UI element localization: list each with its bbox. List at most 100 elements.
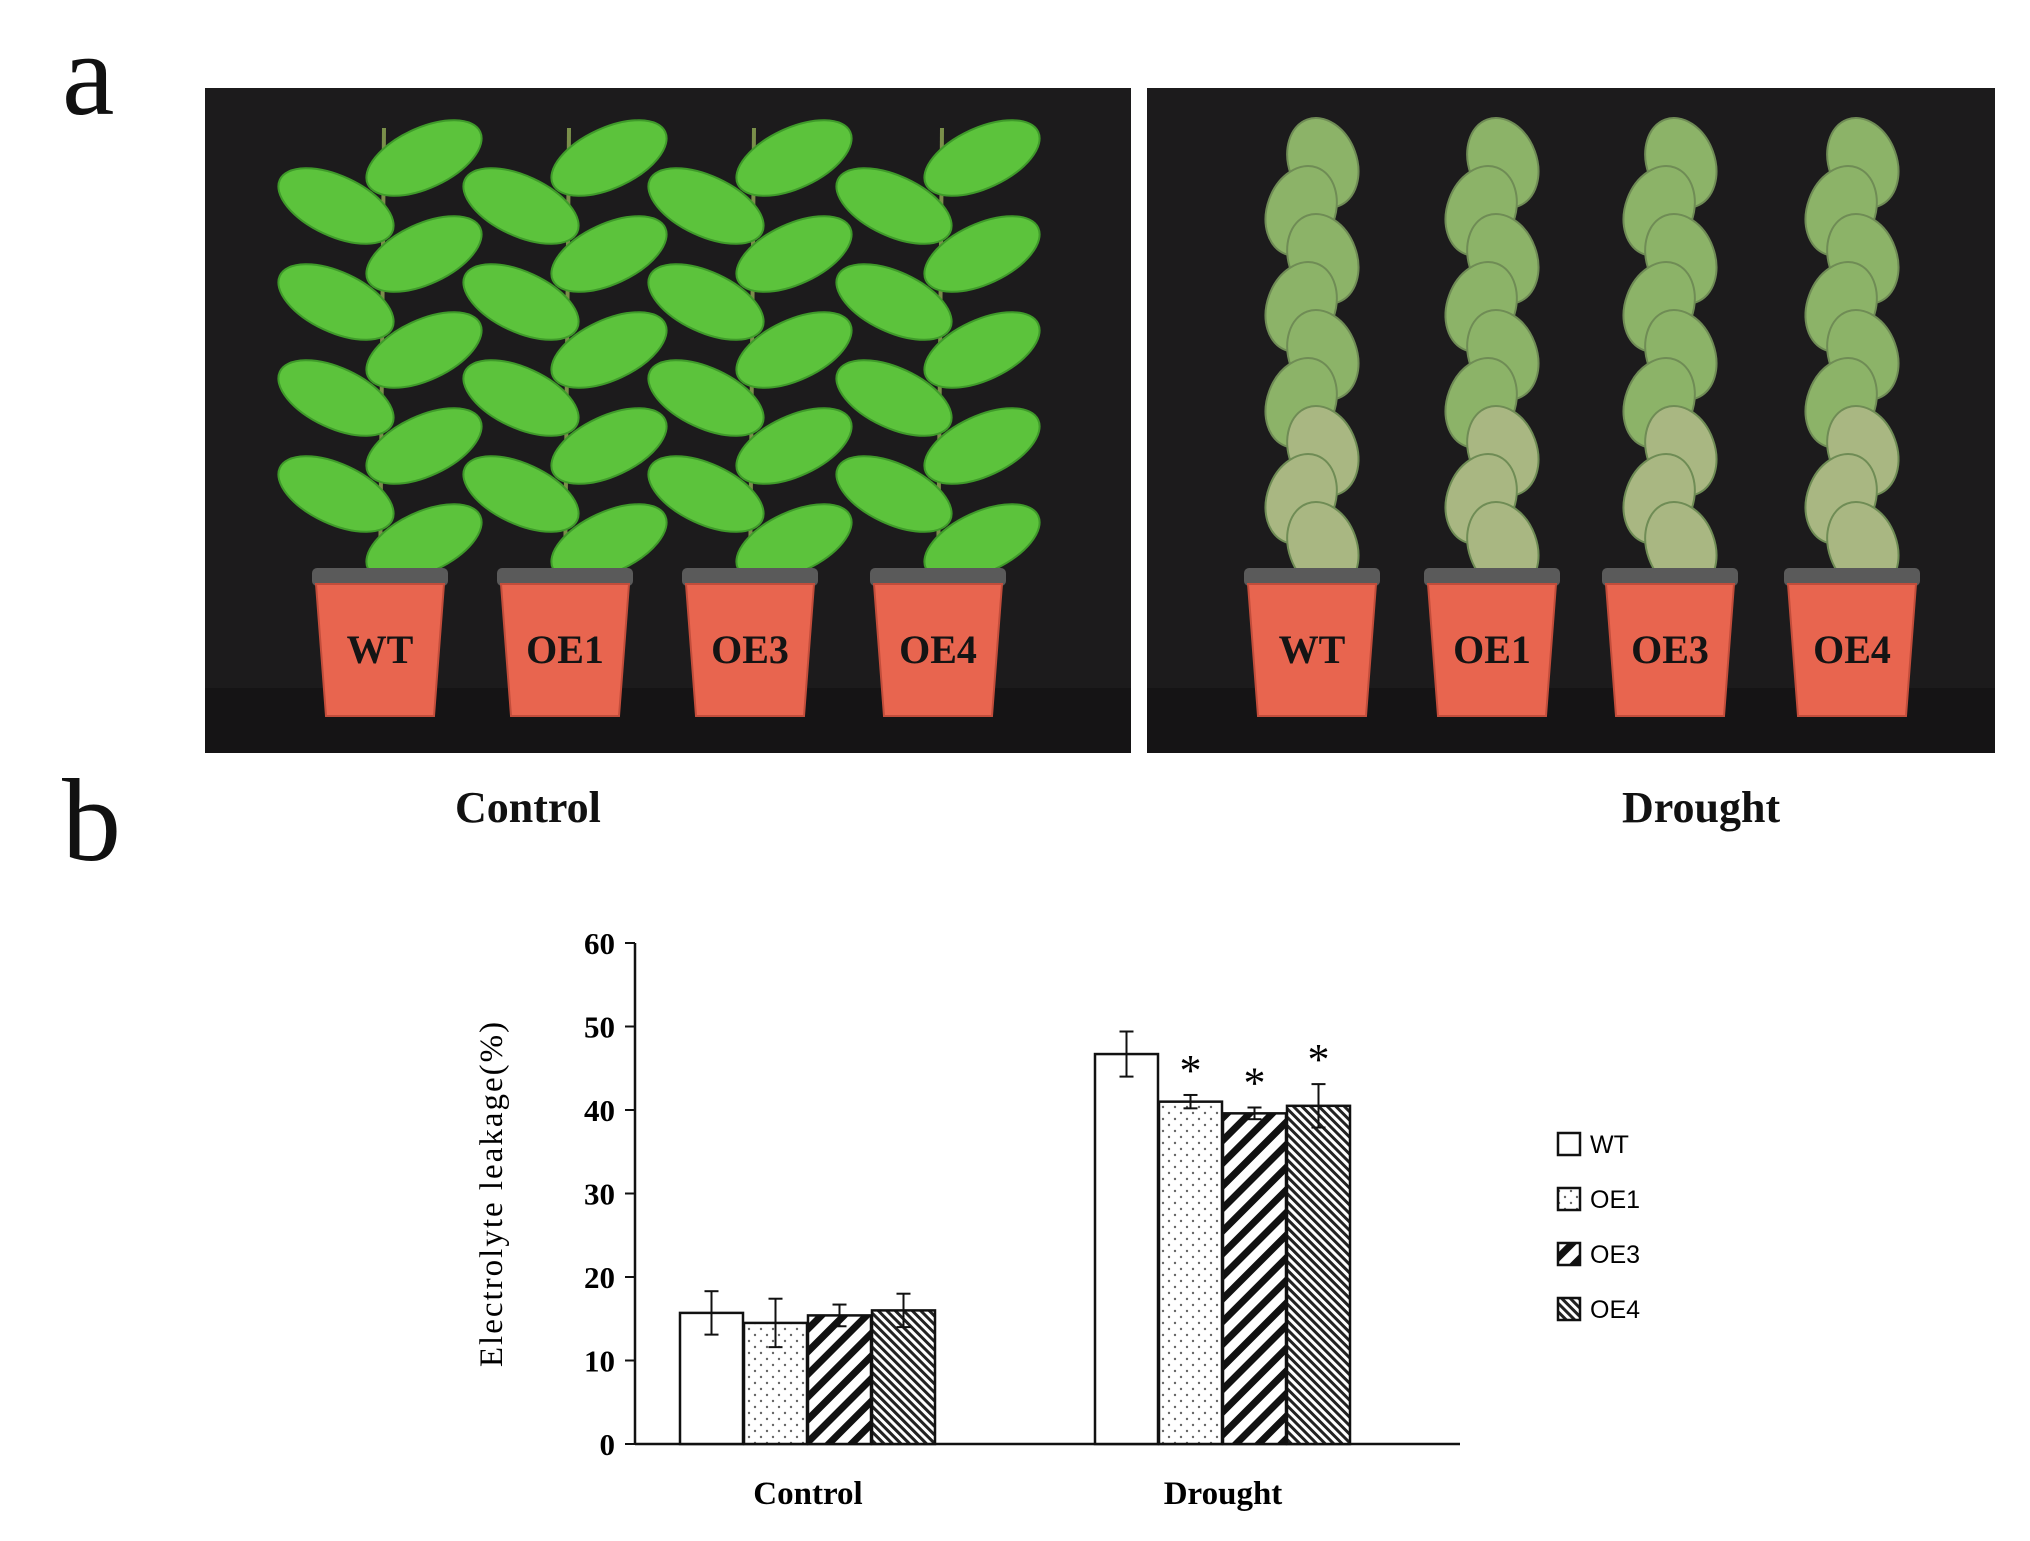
plant-leaf — [277, 455, 395, 533]
plant-leaf — [735, 311, 853, 389]
pot-body — [872, 583, 1004, 717]
drought-plants-photo: WT OE1 OE3 OE4 — [1147, 88, 1995, 753]
plant-oe4: OE4 — [1784, 117, 1920, 717]
plant-leaf — [365, 311, 483, 389]
drought-photo-caption: Drought — [1622, 783, 1781, 832]
bar-oe3-control — [806, 1314, 873, 1446]
plant-leaf — [277, 359, 395, 437]
pot-rim — [1424, 568, 1560, 586]
y-tick-label: 60 — [584, 926, 615, 961]
error-bar — [768, 1297, 783, 1349]
plant-leaf — [923, 119, 1041, 197]
plant-leaf — [365, 215, 483, 293]
significance-mark: * — [1244, 1058, 1266, 1107]
legend-label-wt: WT — [1590, 1131, 1629, 1159]
pot-rim — [870, 568, 1006, 586]
legend-swatch-oe1 — [1556, 1186, 1582, 1212]
plant-oe3: OE3 — [1602, 117, 1738, 717]
pot-label: WT — [347, 627, 414, 672]
plant-oe1: OE1 — [462, 119, 668, 717]
legend-label-oe3: OE3 — [1590, 1241, 1640, 1269]
error-bar — [1247, 1106, 1262, 1121]
electrolyte-leakage-chart: 0 10 20 30 40 50 60 Electrolyte leakage(%) Contr… — [440, 900, 1700, 1540]
x-category-label: Drought — [1164, 1476, 1283, 1512]
plant-leaf — [462, 167, 580, 245]
pot-rim — [497, 568, 633, 586]
plant-wt: WT — [277, 119, 483, 717]
pot-label: OE4 — [899, 627, 977, 672]
plant-leaf — [277, 263, 395, 341]
y-tick-label: 20 — [584, 1260, 615, 1295]
bar-oe4-drought — [1285, 1104, 1352, 1446]
pot-label: OE3 — [711, 627, 789, 672]
pot-rim — [682, 568, 818, 586]
pot-body — [1604, 583, 1736, 717]
y-tick-label: 40 — [584, 1093, 615, 1128]
error-bar — [1183, 1093, 1198, 1110]
plant-leaf — [735, 215, 853, 293]
error-bar — [1311, 1083, 1326, 1129]
plant-leaf — [550, 119, 668, 197]
bar-oe1-drought — [1157, 1100, 1224, 1446]
pot-label: WT — [1279, 627, 1346, 672]
legend-swatch-oe4 — [1556, 1296, 1582, 1322]
plant-leaf — [735, 119, 853, 197]
plant-leaf — [550, 311, 668, 389]
plant-leaf — [835, 263, 953, 341]
plant-leaf — [735, 407, 853, 485]
x-category-label: Control — [753, 1476, 862, 1512]
bar-wt-drought — [1093, 1052, 1160, 1446]
plant-leaf — [550, 407, 668, 485]
error-bar — [896, 1292, 911, 1329]
plant-leaf — [923, 311, 1041, 389]
control-photo-caption: Control — [455, 783, 601, 832]
plant-leaf — [647, 167, 765, 245]
significance-mark: * — [1308, 1035, 1330, 1084]
panel-label-a: a — [62, 9, 115, 140]
pot-rim — [312, 568, 448, 586]
plant-leaf — [462, 455, 580, 533]
y-tick-label: 30 — [584, 1177, 615, 1212]
y-tick-label: 0 — [600, 1427, 616, 1462]
legend-swatch-wt — [1556, 1131, 1582, 1157]
bar-oe3-drought — [1221, 1112, 1288, 1446]
plant-leaf — [835, 167, 953, 245]
pot-label: OE1 — [526, 627, 604, 672]
legend-swatch-oe3 — [1556, 1241, 1582, 1267]
plant-oe3: OE3 — [647, 119, 853, 717]
plant-leaf — [647, 455, 765, 533]
plant-leaf — [835, 455, 953, 533]
legend-label-oe4: OE4 — [1590, 1296, 1640, 1324]
pot-label: OE3 — [1631, 627, 1709, 672]
y-tick-label: 50 — [584, 1010, 615, 1045]
plant-leaf — [923, 407, 1041, 485]
plant-oe1: OE1 — [1424, 117, 1560, 717]
plant-leaf — [647, 263, 765, 341]
y-tick-label: 10 — [584, 1344, 615, 1379]
plant-wt: WT — [1244, 117, 1380, 717]
plant-leaf — [923, 215, 1041, 293]
error-bar — [832, 1303, 847, 1328]
bar-oe4-control — [870, 1309, 937, 1446]
error-bar — [1119, 1030, 1134, 1078]
pot-body — [684, 583, 816, 717]
plant-leaf — [835, 359, 953, 437]
legend-label-oe1: OE1 — [1590, 1186, 1640, 1214]
plant-leaf — [647, 359, 765, 437]
pot-rim — [1784, 568, 1920, 586]
pot-label: OE4 — [1813, 627, 1891, 672]
pot-body — [1786, 583, 1918, 717]
plant-leaf — [277, 167, 395, 245]
control-plants-photo: WT OE1 OE3 OE4 — [205, 88, 1131, 753]
pot-rim — [1602, 568, 1738, 586]
plant-oe4: OE4 — [835, 119, 1041, 717]
y-axis-label: Electrolyte leakage(%) — [474, 1020, 510, 1367]
plant-leaf — [462, 263, 580, 341]
plant-leaf — [365, 119, 483, 197]
pot-body — [499, 583, 631, 717]
error-bar — [704, 1290, 719, 1336]
panel-label-b: b — [62, 755, 121, 886]
plant-leaf — [462, 359, 580, 437]
pot-label: OE1 — [1453, 627, 1531, 672]
pot-body — [314, 583, 446, 717]
